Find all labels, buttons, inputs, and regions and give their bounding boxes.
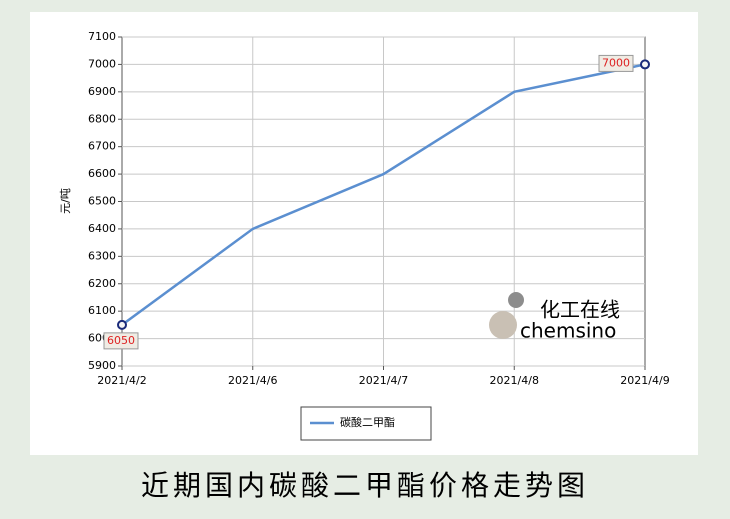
x-tick-label: 2021/4/6	[228, 374, 277, 387]
x-tick-label: 2021/4/7	[359, 374, 408, 387]
x-tick-label: 2021/4/2	[97, 374, 146, 387]
y-tick-label: 6700	[88, 140, 116, 153]
y-tick-label: 6100	[88, 304, 116, 317]
watermark-logo	[508, 292, 524, 308]
y-tick-label: 7100	[88, 30, 116, 43]
y-tick-label: 6600	[88, 167, 116, 180]
watermark: 化工在线 chemsino	[489, 292, 620, 343]
y-tick-label: 6900	[88, 85, 116, 98]
y-tick-label: 5900	[88, 359, 116, 372]
y-axis-label: 元/吨	[59, 188, 72, 214]
data-label-box	[598, 54, 634, 72]
data-label: 6050	[107, 334, 135, 347]
data-label-box	[103, 332, 139, 350]
watermark-text: chemsino	[520, 319, 616, 343]
x-tick-label: 2021/4/8	[490, 374, 539, 387]
y-tick-label: 6300	[88, 249, 116, 262]
line	[121, 63, 646, 326]
point	[640, 59, 650, 70]
legend-label: 碳酸二甲酯	[340, 415, 395, 429]
y-tick-label: 6400	[88, 222, 116, 235]
point	[117, 319, 127, 330]
watermark-logo	[489, 311, 517, 339]
y-tick-label: 6800	[88, 112, 116, 125]
data-label: 7000	[602, 56, 630, 69]
y-tick-label: 6200	[88, 277, 116, 290]
y-tick-label: 6500	[88, 195, 116, 208]
chart-title: 近期国内碳酸二甲酯价格走势图	[141, 469, 589, 502]
x-tick-label: 2021/4/9	[620, 374, 669, 387]
watermark-text: 化工在线	[540, 298, 620, 322]
y-tick-label: 7000	[88, 57, 116, 70]
